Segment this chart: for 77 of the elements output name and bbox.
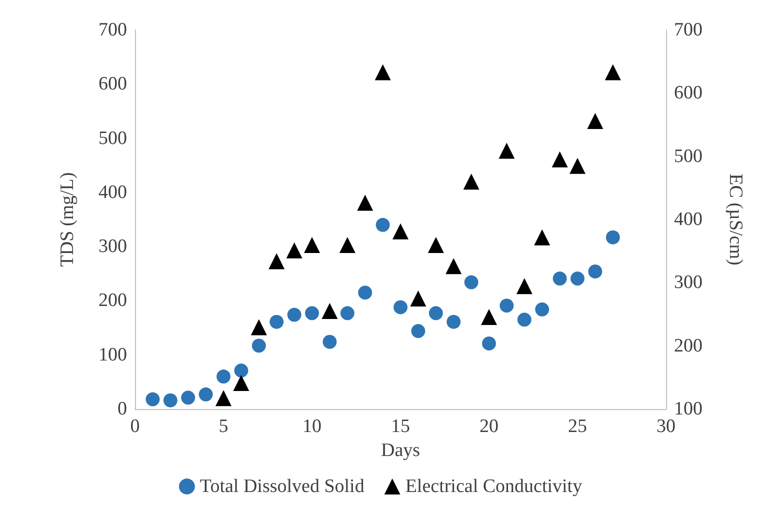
x-axis-title: Days [380,440,420,461]
point [358,286,372,300]
point [446,258,462,274]
point [340,306,354,320]
point [535,302,550,316]
point [252,338,266,353]
point [268,253,285,270]
y2-axis-title: EC (µS/cm) [725,174,746,266]
x-tick-label: 5 [218,416,228,437]
point [428,306,443,320]
point [394,300,408,314]
y2-tick-label: 100 [674,398,702,420]
point [411,324,426,338]
point [392,223,408,240]
point [198,387,213,402]
point [374,64,391,80]
point [216,370,230,384]
x-tick-label: 10 [302,416,322,437]
point [410,290,426,307]
y-tick-label: 400 [98,182,127,203]
y2-tick-label: 300 [674,272,702,294]
y-tick-label: 100 [98,344,127,366]
y2-tick-label: 200 [674,335,702,356]
y-tick-label: 600 [98,74,127,95]
y-tick-label: 300 [98,236,127,258]
point [163,393,178,408]
point [304,236,320,253]
point [234,364,248,378]
point [570,272,584,286]
point [322,334,337,349]
point [233,375,250,392]
y-axis-title: TDS (mg/L) [57,172,78,267]
y2-tick-label: 500 [674,146,702,167]
point [552,151,568,168]
point [516,278,532,294]
point [604,64,621,80]
point [552,272,567,286]
point [270,314,284,329]
point [250,319,267,336]
point [482,336,496,350]
legend-label: Electrical Conductivity [405,476,583,497]
point [146,392,160,406]
x-tick-label: 25 [568,416,587,437]
y-tick-label: 200 [98,290,127,312]
point [463,174,480,190]
point [588,264,602,278]
point [464,275,478,290]
x-tick-label: 20 [480,416,498,437]
y2-tick-label: 700 [674,20,702,40]
point [606,230,620,244]
point [481,308,497,325]
legend-label: Total Dissolved Solid [200,476,365,497]
point [287,308,302,322]
point [322,303,338,319]
x-tick-label: 15 [391,416,410,437]
y-tick-label: 0 [118,398,127,420]
y-tick-label: 500 [98,128,127,149]
y-tick-label: 700 [98,20,127,40]
y2-tick-label: 400 [674,209,702,230]
x-tick-label: 0 [130,416,140,437]
point [376,218,390,232]
point [428,236,444,253]
x-tick-label: 30 [656,416,676,437]
point [216,390,232,406]
point [305,306,319,320]
point [517,312,532,327]
point [357,194,374,211]
y2-tick-label: 600 [674,82,702,104]
point [500,298,514,313]
point [446,314,461,329]
point [498,142,515,159]
point [587,112,604,129]
point [534,229,550,246]
point [570,158,586,174]
point [339,236,356,253]
point [286,242,302,258]
point [181,390,196,405]
